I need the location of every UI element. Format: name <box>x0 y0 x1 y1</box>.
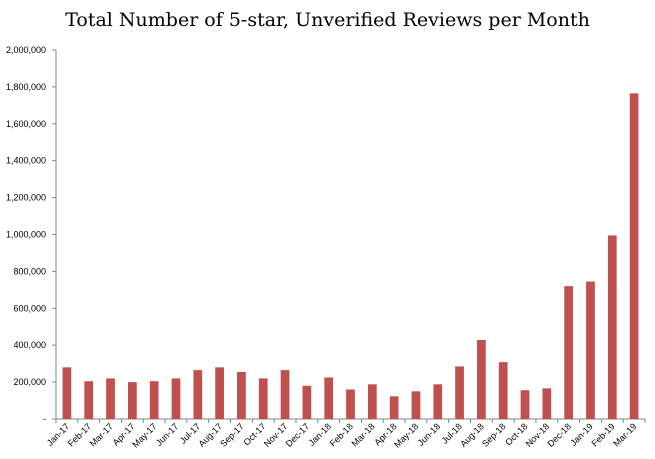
bar <box>127 382 137 419</box>
x-tick-label: Feb-19 <box>589 421 616 448</box>
x-tick-label: Feb-17 <box>66 421 93 448</box>
x-tick-label: Dec-17 <box>284 421 312 449</box>
bar <box>564 286 574 419</box>
y-tick-label: 2,000,000 <box>6 45 46 55</box>
x-tick-label: Mar-17 <box>88 421 115 448</box>
y-tick-label: 400,000 <box>13 340 46 350</box>
x-tick-label: Jun-18 <box>416 421 443 448</box>
y-tick-label: 1,200,000 <box>6 193 46 203</box>
bar <box>629 93 639 420</box>
x-tick-label: Dec-18 <box>545 421 573 449</box>
y-tick-label: 800,000 <box>13 266 46 276</box>
bar <box>84 381 94 419</box>
bar <box>389 396 399 419</box>
bar <box>586 281 595 419</box>
x-tick-label: Sep-18 <box>480 421 508 449</box>
bar <box>520 390 530 419</box>
bar <box>455 366 464 419</box>
x-tick-label: Mar-19 <box>611 421 638 448</box>
bar <box>607 235 617 419</box>
y-tick-label: - <box>43 414 46 424</box>
bar <box>498 362 508 419</box>
bar <box>106 378 115 419</box>
bar <box>411 391 421 419</box>
y-tick-label: 1,800,000 <box>6 82 46 92</box>
x-tick-label: Feb-18 <box>328 421 355 448</box>
x-tick-label: Mar-18 <box>349 421 376 448</box>
y-tick-label: 1,600,000 <box>6 119 46 129</box>
bar <box>215 367 224 419</box>
bar <box>433 384 443 419</box>
bar <box>258 378 268 419</box>
y-tick-label: 200,000 <box>13 377 46 387</box>
y-tick-label: 1,400,000 <box>6 156 46 166</box>
bar <box>477 340 486 419</box>
bar <box>237 371 246 419</box>
bar <box>62 367 72 419</box>
bar <box>149 381 159 419</box>
bar <box>324 377 334 419</box>
y-tick-label: 1,000,000 <box>6 230 46 240</box>
chart-title: Total Number of 5-star, Unverified Revie… <box>65 9 590 31</box>
bar <box>542 388 552 419</box>
bar <box>346 389 355 419</box>
x-tick-label: Sep-17 <box>218 421 246 449</box>
x-tick-label: Jun-17 <box>154 421 181 448</box>
y-tick-label: 600,000 <box>13 303 46 313</box>
bar <box>193 370 203 419</box>
bar <box>280 370 290 419</box>
bar <box>302 385 312 419</box>
bar <box>171 378 181 419</box>
x-tick-label: May-18 <box>392 421 420 449</box>
x-tick-label: May-17 <box>130 421 158 449</box>
bar <box>367 384 377 419</box>
